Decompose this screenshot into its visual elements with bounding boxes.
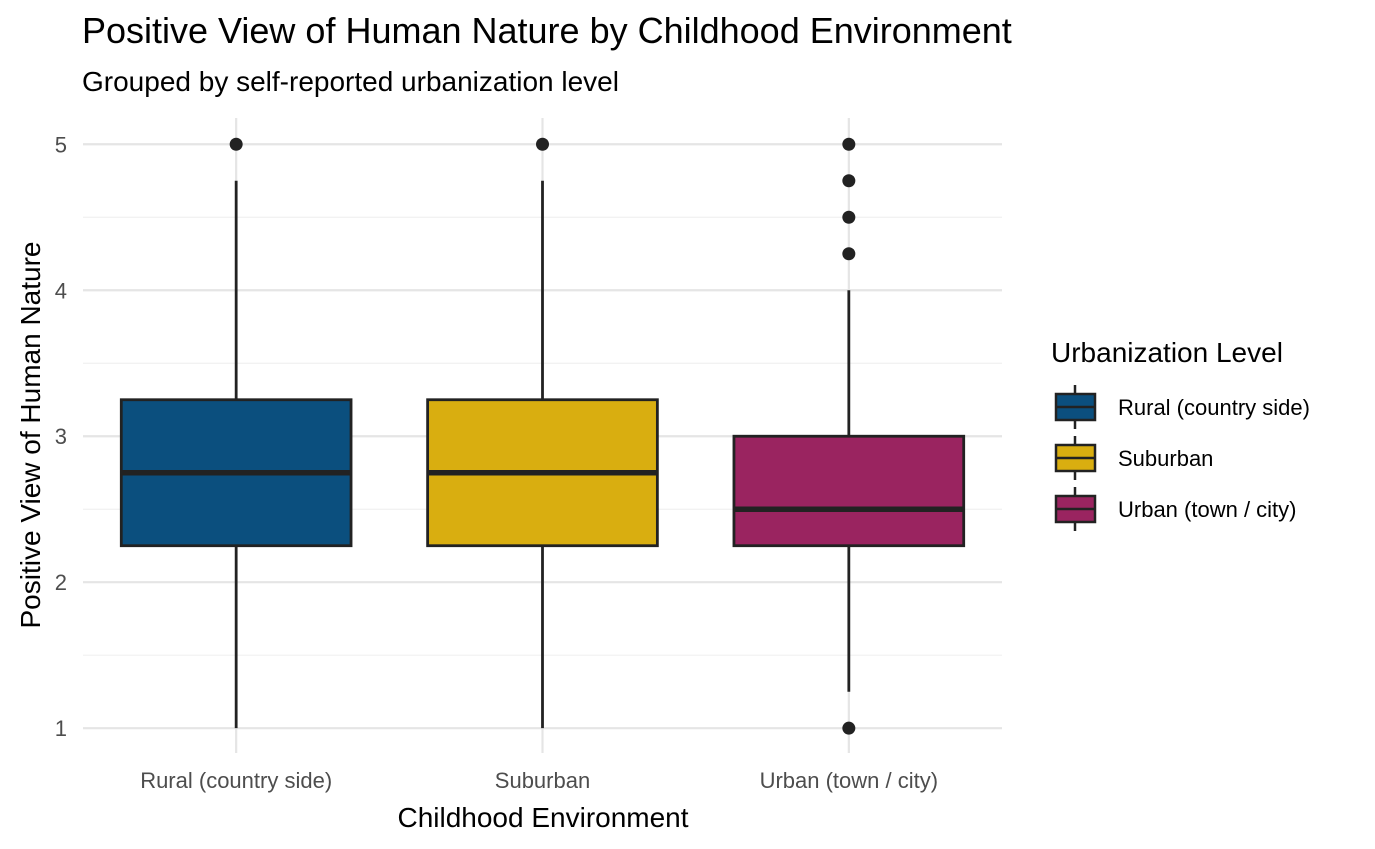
legend-label: Suburban (1118, 446, 1213, 471)
legend-item: Urban (town / city) (1054, 487, 1297, 531)
legend-title: Urbanization Level (1051, 337, 1283, 368)
y-tick-label: 2 (55, 570, 67, 595)
y-tick-label: 1 (55, 716, 67, 741)
box-group (119, 137, 353, 729)
box-group (732, 137, 966, 735)
y-tick-label: 3 (55, 424, 67, 449)
x-axis-title: Childhood Environment (397, 802, 688, 833)
y-tick-label: 4 (55, 278, 67, 303)
boxes (119, 137, 966, 735)
outlier-point (536, 137, 549, 151)
y-tick-label: 5 (55, 132, 67, 157)
box (732, 434, 966, 548)
chart-subtitle: Grouped by self-reported urbanization le… (82, 66, 619, 97)
legend-label: Urban (town / city) (1118, 497, 1297, 522)
outlier-point (842, 721, 856, 735)
outlier-point (229, 137, 243, 151)
legend-item: Suburban (1054, 436, 1213, 480)
outlier-point (842, 247, 856, 261)
y-axis-ticks: 1 2 3 4 5 (55, 132, 67, 741)
legend-label: Rural (country side) (1118, 395, 1310, 420)
y-axis-title: Positive View of Human Nature (15, 242, 46, 629)
outlier-point (842, 210, 856, 224)
legend: Urbanization Level Rural (country side) S… (1051, 337, 1310, 531)
outlier-point (842, 137, 856, 151)
legend-item: Rural (country side) (1054, 385, 1310, 429)
x-tick-label: Suburban (495, 768, 590, 793)
chart-title: Positive View of Human Nature by Childho… (82, 10, 1012, 51)
x-axis-ticks: Rural (country side) Suburban Urban (town … (140, 768, 938, 793)
x-tick-label: Urban (town / city) (760, 768, 939, 793)
outlier-point (842, 174, 856, 188)
x-tick-label: Rural (country side) (140, 768, 332, 793)
legend-items: Rural (country side) Suburban Urban (town … (1054, 385, 1310, 531)
box-group (426, 137, 659, 729)
